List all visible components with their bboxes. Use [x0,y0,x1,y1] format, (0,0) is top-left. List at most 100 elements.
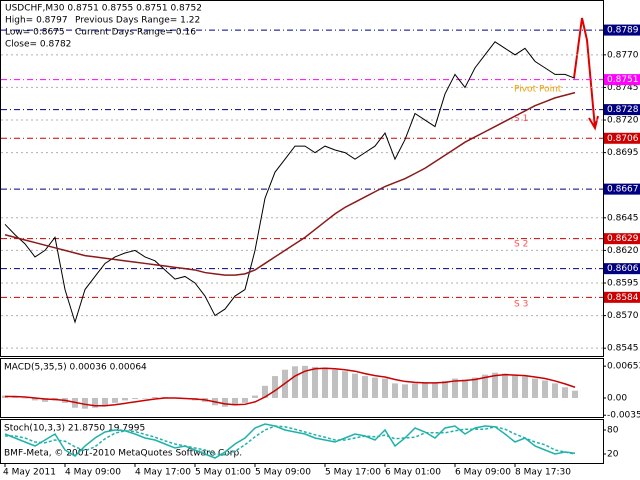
histogram-bar [272,376,278,398]
histogram-bar [372,377,378,398]
series-line [5,425,576,456]
histogram-bar [142,397,148,399]
histogram-bar [112,397,118,403]
info-text: Previous Days Range= 1.22 [75,16,200,26]
x-tick-label: 4 May 2011 [3,468,56,478]
y-tick-label: 0.00 [607,393,627,403]
info-text: Close= 0.8782 [5,40,71,50]
x-tick-label: 6 May 09:00 [455,468,511,478]
histogram-bar [522,376,528,398]
level-label: 0.8789 [607,26,639,36]
info-text: High= 0.8797 [5,16,68,26]
level-label-box [604,291,640,303]
y-tick-label: 0.00653 [607,362,640,372]
histogram-bar [262,385,268,398]
histogram-bar [152,397,158,398]
histogram-bar [132,397,138,399]
level-annotation: Pivot Point [514,85,562,95]
histogram-bar [402,384,408,398]
histogram-bar [242,397,248,403]
level-label: 0.8584 [607,293,639,303]
histogram-bar [82,397,88,409]
histogram-bar [342,371,348,398]
histogram-bar [332,369,338,398]
histogram-bar [362,376,368,398]
histogram-bar [462,379,468,398]
histogram-bar [482,374,488,398]
histogram-bar [572,390,578,398]
histogram-bar [422,382,428,398]
histogram-bar [452,378,458,398]
histogram-bar [382,378,388,398]
arrow-drawing [573,17,596,129]
histogram-bar [562,387,568,398]
level-label-box [604,183,640,195]
series-line [5,367,576,407]
histogram-bar [502,373,508,398]
y-tick-label: 20 [607,450,619,460]
y-tick-label: 0.8770 [607,50,639,60]
histogram-bar [42,397,48,402]
level-label: 0.8629 [607,234,639,244]
histogram-bar [32,397,38,401]
level-label: 0.8667 [607,185,639,195]
histogram-bar [122,397,128,401]
x-tick-label: 5 May 01:00 [195,468,251,478]
histogram-bar [102,397,108,406]
histogram-bar [292,366,298,398]
level-label: 0.8728 [607,105,639,115]
level-annotation: S 3 [514,299,528,309]
histogram-bar [302,365,308,398]
y-tick-label: 0.8720 [607,116,639,126]
histogram-bar [472,377,478,398]
histogram-bar [352,373,358,398]
histogram-bar [392,383,398,398]
info-text: Low= 0.8675 [5,28,65,38]
histogram-bar [232,397,238,406]
level-label-box [604,233,640,245]
y-tick-label: 0.8745 [607,83,639,93]
histogram-bar [222,397,228,407]
level-label-box [604,24,640,36]
x-tick-label: 5 May 09:00 [255,468,311,478]
x-tick-label: 4 May 17:00 [135,468,191,478]
level-label: 0.8706 [607,134,639,144]
histogram-bar [492,372,498,398]
histogram-bar [552,383,558,398]
level-label-box [604,132,640,144]
histogram-bar [542,380,548,398]
level-annotation: S 2 [514,239,528,249]
level-annotation: S 1 [514,114,528,124]
x-tick-label: 8 May 17:30 [515,468,571,478]
x-tick-label: 6 May 01:00 [385,468,441,478]
panel-title: Stoch(10,3,3) 21.8750 19.7995 [4,424,145,434]
chart-title: USDCHF,M30 0.8751 0.8755 0.8751 0.8752 [5,4,202,14]
y-tick-label: 0.8620 [607,246,639,256]
histogram-bar [442,380,448,398]
series-line [4,423,576,459]
y-tick-label: 0.8695 [607,148,639,158]
x-tick-label: 4 May 09:00 [65,468,121,478]
histogram-bar [92,397,98,408]
main-panel [0,0,604,357]
y-tick-label: 0.8595 [607,278,639,288]
histogram-bar [512,375,518,398]
series-line [4,91,576,276]
y-tick-label: -0.00354 [607,411,640,421]
histogram-bar [412,383,418,398]
y-tick-label: 0.8645 [607,213,639,223]
y-tick-label: 80 [607,426,619,436]
level-label-box [604,263,640,275]
histogram-bar [532,378,538,398]
level-label: 0.8606 [607,264,639,274]
stoch-panel [0,419,604,464]
histogram-bar [312,366,318,398]
level-label-box [604,74,640,86]
x-tick-label: 5 May 17:00 [325,468,381,478]
histogram-bar [432,383,438,398]
macd-panel [0,358,604,418]
panel-title: MACD(5,35,5) 0.00036 0.00064 [4,363,147,373]
histogram-bar [322,367,328,398]
